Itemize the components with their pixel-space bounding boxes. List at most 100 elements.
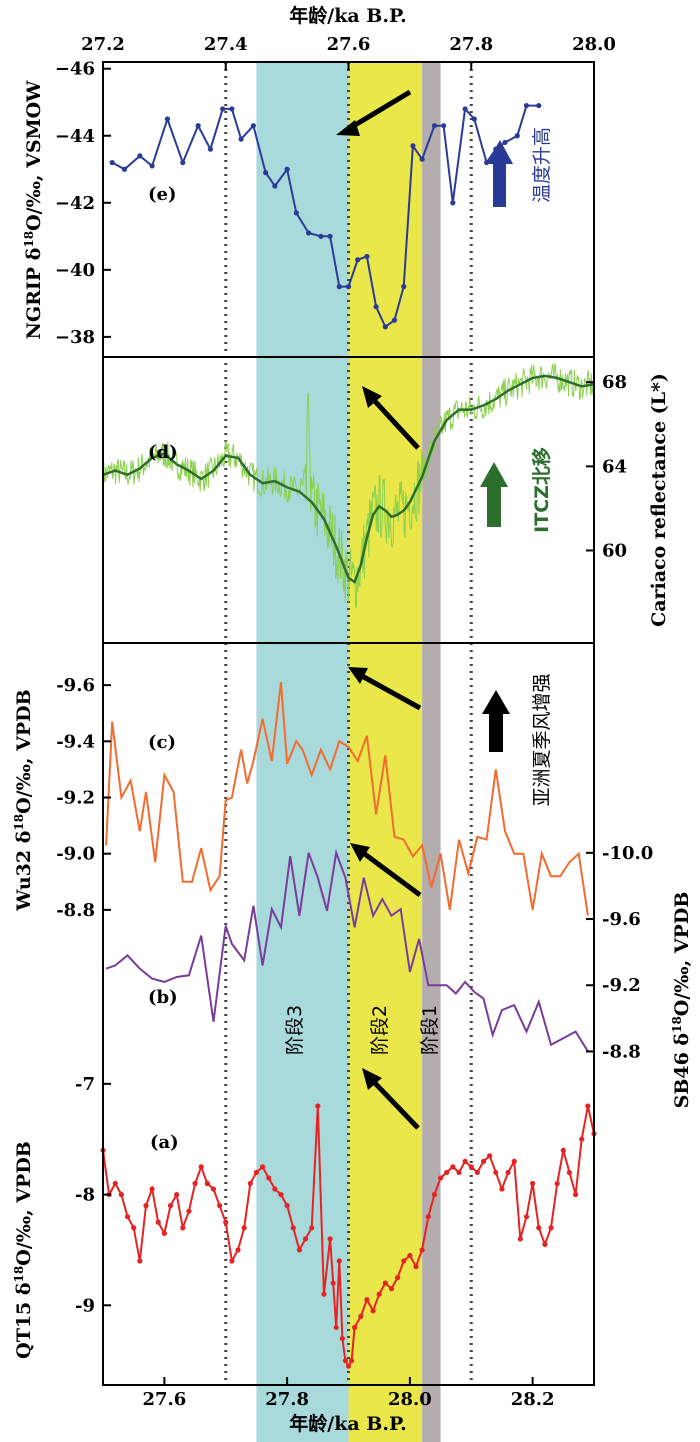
- data-point: [321, 1291, 327, 1297]
- data-point: [355, 257, 361, 263]
- data-point: [530, 1180, 536, 1187]
- data-point: [514, 133, 520, 139]
- data-point: [121, 166, 128, 172]
- data-point: [241, 1225, 247, 1231]
- data-point: [441, 123, 447, 129]
- data-point: [364, 253, 370, 260]
- data-point: [149, 163, 155, 169]
- data-point: [143, 1203, 149, 1209]
- ngrip-y-label: NGRIP δ18O/‰, VSMOW: [22, 80, 45, 340]
- data-point: [554, 1180, 560, 1187]
- ngrip-series: [109, 102, 542, 330]
- data-point: [419, 156, 425, 162]
- y-tick-label: -9: [75, 1295, 95, 1316]
- sb46-y-ticks: -10.0 -9.6 -9.2 -8.8: [586, 843, 653, 1062]
- data-point: [180, 159, 186, 166]
- data-point: [204, 1180, 210, 1187]
- data-point: [327, 233, 333, 239]
- data-point: [391, 317, 398, 323]
- data-point: [284, 1203, 290, 1209]
- data-point: [456, 1169, 462, 1176]
- data-point: [382, 324, 388, 330]
- arrow-sb46-head: [350, 843, 370, 862]
- top-tick-label: 28.0: [572, 34, 616, 55]
- data-point: [327, 1236, 333, 1242]
- y-tick-label: -8.8: [602, 1041, 641, 1062]
- data-point: [336, 284, 342, 290]
- data-point: [499, 1186, 505, 1192]
- y-tick-label: -9.4: [56, 731, 95, 752]
- data-point: [493, 1169, 499, 1176]
- data-point: [278, 1191, 284, 1198]
- cariaco-y-label: Cariaco reflectance (L*): [648, 373, 670, 627]
- arrow-qt15: [370, 1078, 420, 1130]
- data-point: [401, 284, 407, 290]
- wu32-y-ticks: -9.6 -9.4 -9.2 -9.0 -8.8: [56, 675, 111, 921]
- data-point: [263, 170, 269, 176]
- data-point: [293, 210, 299, 216]
- bottom-tick-label: 27.8: [265, 1389, 309, 1410]
- data-point: [318, 233, 324, 239]
- cariaco-y-ticks: 60 64 68: [586, 372, 627, 561]
- top-axis-title: 年龄/ka B.P.: [289, 4, 406, 27]
- data-point: [373, 304, 379, 310]
- data-point: [155, 1219, 161, 1225]
- top-axis-ticks: 27.2 27.4 27.6 27.8 28.0: [81, 34, 616, 70]
- trend-arrows: [336, 89, 422, 1130]
- data-point: [306, 230, 312, 236]
- arrow-wu32-head: [348, 667, 368, 684]
- arrow-cariaco: [370, 396, 420, 450]
- data-point: [364, 1297, 370, 1303]
- data-point: [235, 1247, 241, 1253]
- y-tick-label: -9.2: [602, 975, 641, 996]
- sb46-y-label: SB46 δ18O/‰, VPDB: [670, 892, 693, 1109]
- top-tick-label: 27.6: [327, 34, 371, 55]
- data-point: [302, 1236, 309, 1242]
- data-point: [579, 1136, 585, 1142]
- data-point: [137, 153, 143, 159]
- phase-2-band: [348, 62, 423, 1442]
- data-point: [336, 1258, 342, 1264]
- cariaco-series: [102, 362, 595, 609]
- data-point: [505, 1169, 511, 1176]
- y-tick-label: 60: [602, 540, 627, 561]
- data-point: [376, 1291, 382, 1297]
- y-tick-label: -9.2: [56, 788, 95, 809]
- series-line: [105, 848, 589, 1052]
- data-point: [548, 1225, 554, 1231]
- data-point: [345, 1363, 352, 1369]
- bottom-axis-title: 年龄/ka B.P.: [289, 1412, 406, 1435]
- data-point: [523, 102, 530, 109]
- qt15-series: [100, 1103, 597, 1369]
- cariaco-smooth-line: [102, 374, 595, 584]
- data-point: [229, 106, 235, 112]
- data-point: [419, 1247, 425, 1253]
- arrow-wu32: [360, 673, 422, 711]
- data-point: [272, 183, 278, 189]
- data-point: [523, 1214, 530, 1220]
- data-point: [352, 1324, 358, 1331]
- qt15-y-label: QT15 δ18O/‰, VPDB: [12, 1141, 35, 1359]
- data-point: [348, 1358, 355, 1364]
- bottom-tick-label: 28.0: [388, 1389, 432, 1410]
- y-tick-label: -10.0: [602, 843, 653, 864]
- data-point: [471, 116, 477, 122]
- series-line: [111, 104, 539, 329]
- y-tick-label: −38: [55, 327, 95, 348]
- arrow-ngrip: [348, 89, 412, 131]
- panel-tag-d: (d): [148, 442, 178, 463]
- panel-tag-e: (e): [148, 184, 177, 205]
- data-point: [511, 1158, 517, 1164]
- data-point: [253, 1169, 260, 1176]
- data-point: [468, 1164, 474, 1170]
- data-point: [272, 1186, 278, 1192]
- qt15-y-ticks: -9 -8 -7: [75, 1074, 111, 1316]
- y-tick-label: 68: [602, 372, 627, 393]
- data-point: [358, 1313, 364, 1319]
- data-point: [566, 1169, 573, 1176]
- y-tick-label: -7: [75, 1074, 95, 1095]
- data-point: [542, 1241, 548, 1247]
- y-tick-label: 64: [602, 456, 627, 477]
- wu32-y-label: Wu32 δ18O/‰, VPDB: [12, 689, 35, 911]
- annotation-temperature: 温度升高: [531, 127, 553, 203]
